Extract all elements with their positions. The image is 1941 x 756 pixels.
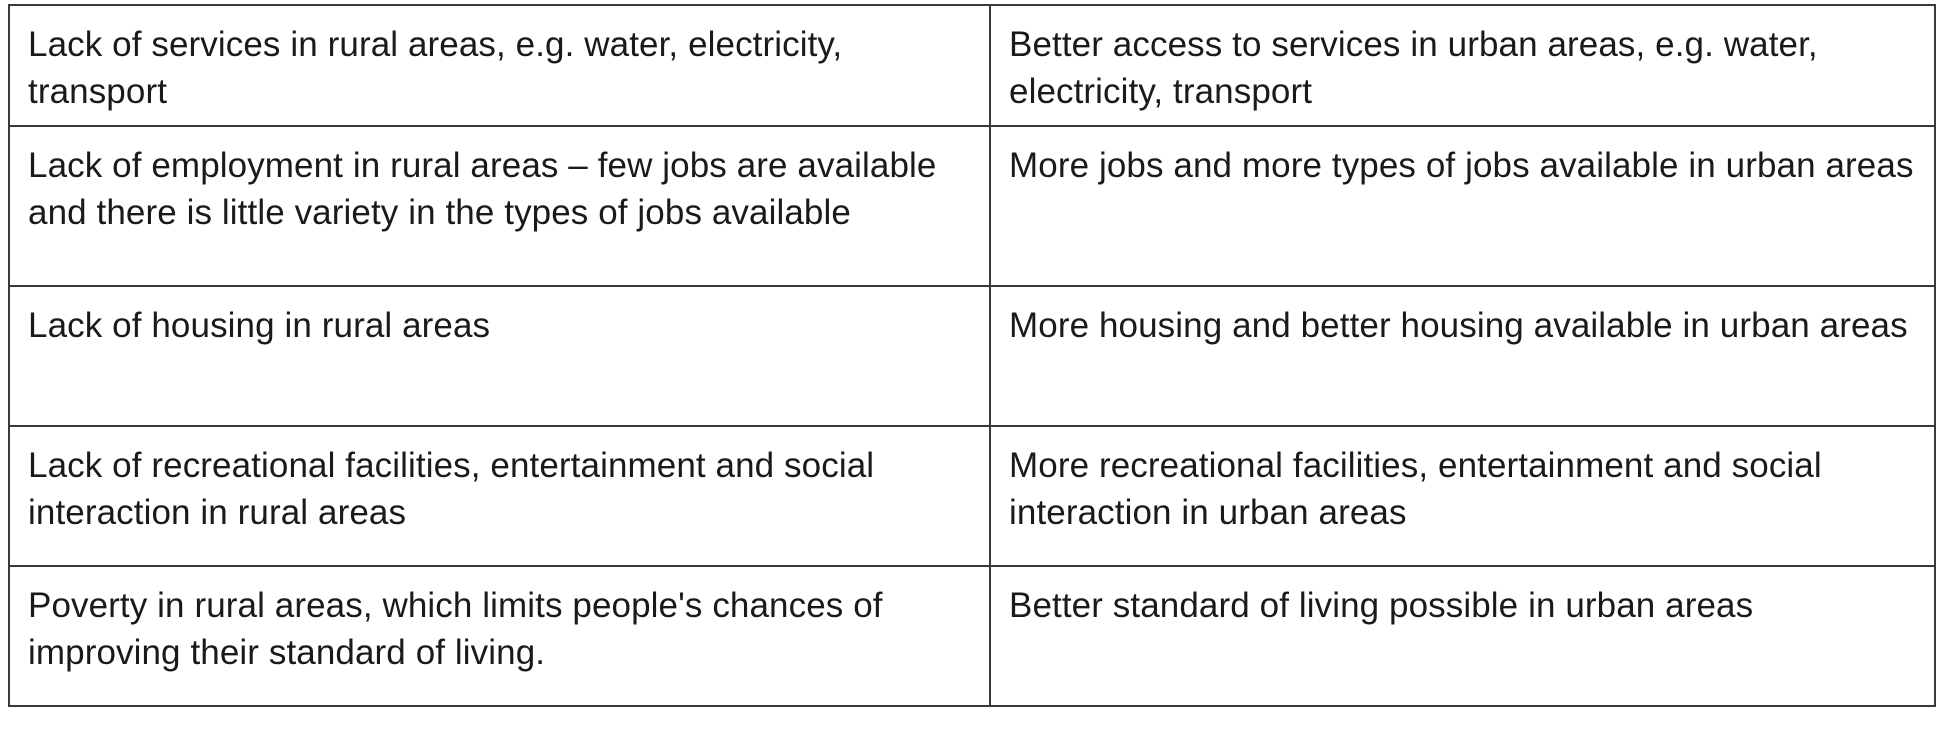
- rural-factor-cell: Lack of recreational facilities, enterta…: [8, 425, 991, 567]
- rural-factor-cell: Lack of housing in rural areas: [8, 285, 991, 427]
- urban-factor-cell: More housing and better housing availabl…: [989, 285, 1936, 427]
- table-row: Lack of housing in rural areas More hous…: [8, 285, 1936, 427]
- table-row: Lack of recreational facilities, enterta…: [8, 425, 1936, 567]
- table-row: Poverty in rural areas, which limits peo…: [8, 565, 1936, 707]
- rural-factor-cell: Lack of services in rural areas, e.g. wa…: [8, 4, 991, 127]
- push-pull-factors-table: Lack of services in rural areas, e.g. wa…: [8, 4, 1936, 707]
- table-row: Lack of services in rural areas, e.g. wa…: [8, 4, 1936, 127]
- table-row: Lack of employment in rural areas – few …: [8, 125, 1936, 287]
- urban-factor-cell: More jobs and more types of jobs availab…: [989, 125, 1936, 287]
- urban-factor-cell: Better standard of living possible in ur…: [989, 565, 1936, 707]
- rural-factor-cell: Lack of employment in rural areas – few …: [8, 125, 991, 287]
- urban-factor-cell: Better access to services in urban areas…: [989, 4, 1936, 127]
- rural-factor-cell: Poverty in rural areas, which limits peo…: [8, 565, 991, 707]
- urban-factor-cell: More recreational facilities, entertainm…: [989, 425, 1936, 567]
